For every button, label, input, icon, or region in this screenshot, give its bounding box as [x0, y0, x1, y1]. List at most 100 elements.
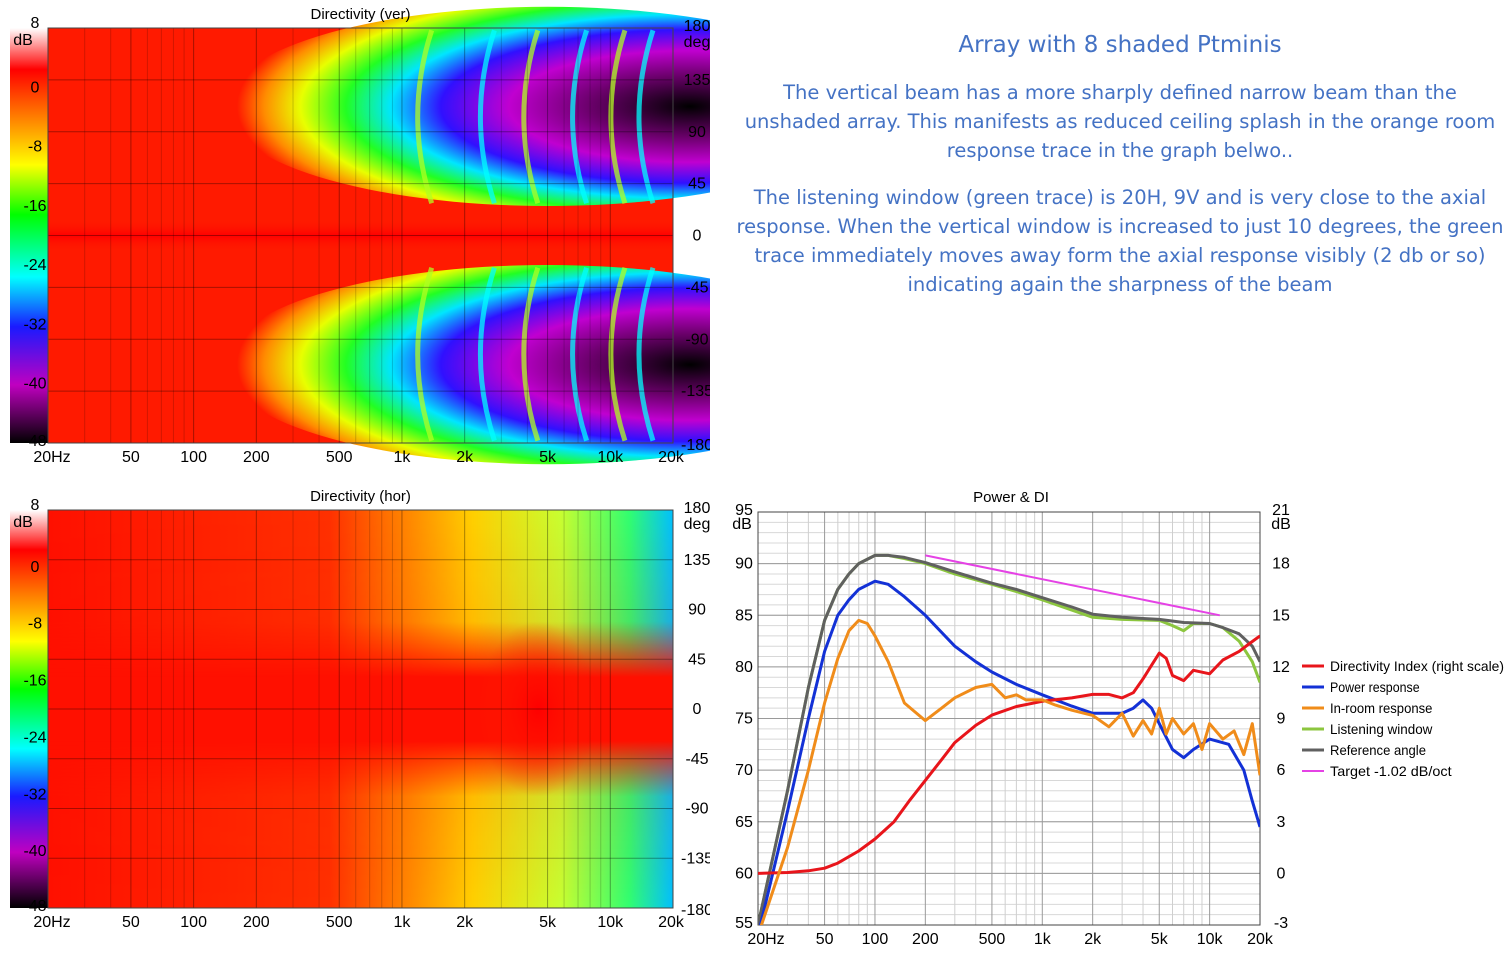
grid — [47, 28, 674, 443]
x-tick-label: 20Hz — [747, 931, 784, 948]
y-tick-label: -180 — [681, 437, 710, 454]
fringe-arc — [521, 29, 541, 204]
scale-unit-label: dB — [13, 514, 33, 531]
x-tick-label: 2k — [1084, 931, 1102, 948]
scale-unit-label: dB — [13, 32, 33, 49]
plot-frame — [47, 509, 674, 909]
y-tick-label: 180 — [684, 500, 710, 517]
x-tick-label: 10k — [597, 449, 624, 466]
y-tick-label: 45 — [688, 176, 706, 193]
x-tick-label: 20k — [1247, 931, 1274, 948]
x-tick-label: 20k — [658, 914, 685, 931]
series-line-in-room-response — [759, 618, 1260, 925]
x-tick-label: 100 — [180, 449, 207, 466]
fringe-arc — [415, 267, 435, 442]
chart-title: Power & DI — [973, 489, 1049, 506]
scale-tick-label: -48 — [23, 433, 46, 450]
grid — [757, 511, 1261, 926]
y-unit-label: deg — [684, 516, 710, 533]
x-tick-label: 5k — [1151, 931, 1169, 948]
legend-label: Target -1.02 dB/oct — [1330, 763, 1452, 779]
directivity-vertical-chart: Directivity (ver) 180 135 90 45 0 -45 -90 -135 -1… — [10, 6, 872, 466]
x-tick-label: 500 — [326, 914, 353, 931]
y-tick-label: -45 — [685, 751, 708, 768]
scale-tick-label: -8 — [28, 616, 42, 633]
y-tick-label: 0 — [693, 701, 702, 718]
fringe-arc — [608, 267, 628, 442]
y-tick-label: 135 — [684, 72, 710, 89]
fringe-arc — [570, 29, 589, 204]
y-tick-label: -135 — [681, 850, 710, 867]
y-tick-label: -90 — [685, 801, 708, 818]
annotation-paragraph-1: The vertical beam has a more sharply def… — [744, 81, 1496, 162]
x-tick-label: 50 — [816, 931, 834, 948]
fringe-arc — [636, 29, 656, 204]
y-tick-label: 90 — [688, 602, 706, 619]
heatmap-body — [48, 6, 872, 465]
color-scale-bar — [10, 28, 48, 443]
y2-tick-label: 12 — [1272, 659, 1290, 676]
legend-label: Reference angle — [1330, 742, 1426, 758]
y-tick-label: 90 — [688, 124, 706, 141]
y-tick-label: -90 — [685, 331, 708, 348]
y-tick-label: 60 — [735, 865, 753, 882]
scale-tick-label: -16 — [23, 198, 46, 215]
scale-tick-label: 0 — [31, 79, 40, 96]
series-line-power-response — [758, 579, 1260, 925]
x-tick-label: 2k — [456, 914, 474, 931]
scale-tick-label: -40 — [23, 376, 46, 393]
fringe-arc — [570, 267, 589, 442]
directivity-horizontal-panel: Directivity (hor) 180 135 90 45 0 -45 -90 -135 -1… — [0, 482, 713, 955]
series-line-target-1-02-db-oct — [925, 554, 1220, 617]
y2-tick-label: 3 — [1277, 814, 1286, 831]
scale-tick-label: 8 — [31, 497, 40, 514]
y2-unit-label: dB — [1271, 516, 1291, 533]
scale-tick-label: -16 — [23, 673, 46, 690]
y-tick-label: 90 — [735, 556, 753, 573]
on-axis-beam — [48, 219, 673, 252]
y-tick-label: 55 — [735, 915, 753, 932]
x-tick-label: 500 — [326, 449, 353, 466]
color-scale-bar — [10, 510, 48, 908]
y2-tick-label: 9 — [1277, 711, 1286, 728]
x-tick-label: 5k — [539, 914, 557, 931]
y-unit-label: deg — [684, 34, 710, 51]
series-line-directivity-index-right-scale — [758, 634, 1260, 875]
y-tick-label: 45 — [688, 651, 706, 668]
scale-tick-label: -32 — [23, 786, 46, 803]
plot-frame — [47, 27, 674, 444]
y-tick-label: 65 — [735, 814, 753, 831]
x-tick-label: 500 — [979, 931, 1006, 948]
y-tick-label: 80 — [735, 659, 753, 676]
x-tick-label: 200 — [243, 449, 270, 466]
y2-tick-label: 6 — [1277, 762, 1286, 779]
y2-tick-label: 18 — [1272, 556, 1290, 573]
power-di-chart: Power & DI908580757065605595dB2118151296… — [732, 489, 1504, 948]
directivity-horizontal-chart: Directivity (hor) 180 135 90 45 0 -45 -90 -135 -1… — [10, 488, 713, 931]
x-tick-label: 1k — [1034, 931, 1052, 948]
scale-tick-label: -24 — [23, 257, 46, 274]
x-tick-label: 100 — [180, 914, 207, 931]
x-tick-label: 20Hz — [33, 449, 70, 466]
x-tick-label: 200 — [243, 914, 270, 931]
y2-tick-label: 21 — [1272, 502, 1290, 519]
y-tick-label: -135 — [681, 383, 710, 400]
scale-tick-label: -32 — [23, 316, 46, 333]
off-axis-lobe-up — [224, 6, 872, 206]
scale-tick-label: -8 — [28, 139, 42, 156]
legend-label: Listening window — [1330, 721, 1433, 737]
chart-title: Directivity (ver) — [311, 6, 411, 23]
x-tick-label: 2k — [456, 449, 474, 466]
x-tick-label: 1k — [393, 914, 411, 931]
series-lines — [758, 553, 1260, 925]
y2-tick-label: 15 — [1272, 607, 1290, 624]
legend-label: In-room response — [1330, 700, 1433, 716]
power-di-panel: Power & DI 90 85 80 75 70 65 60 55 95 dB 21 18 15 12 9 6… — [712, 482, 1512, 955]
x-tick-label: 200 — [912, 931, 939, 948]
annotation-heading: Array with 8 shaded Ptminis — [958, 32, 1282, 58]
scale-tick-label: 0 — [31, 559, 40, 576]
plot-frame — [757, 511, 1261, 926]
y-tick-label: 70 — [735, 762, 753, 779]
x-tick-label: 50 — [122, 449, 140, 466]
y2-tick-label: 0 — [1277, 865, 1286, 882]
